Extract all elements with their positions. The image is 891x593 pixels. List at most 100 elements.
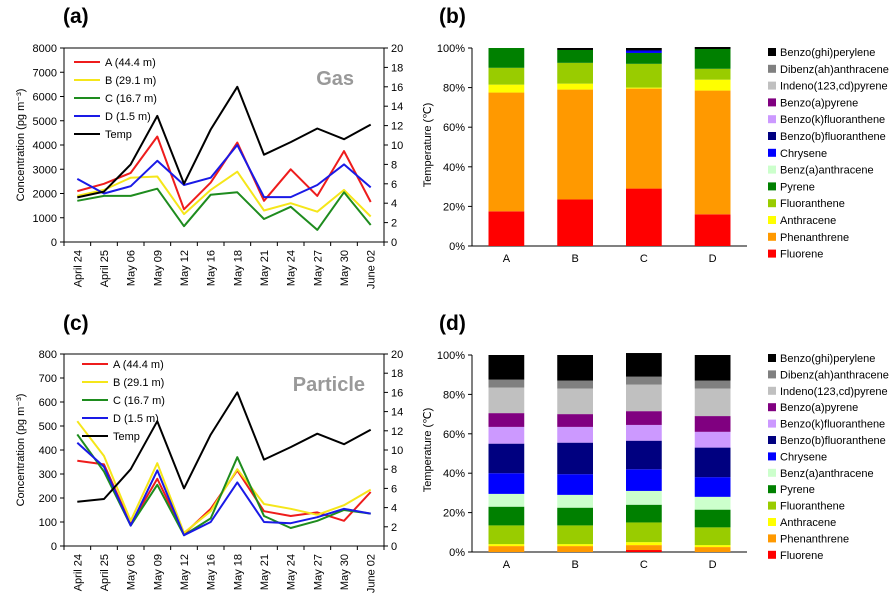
x-tick-label: May 24 [286,250,298,286]
bar-segment [694,447,731,478]
legend-swatch [768,436,776,444]
bar-segment [557,62,593,84]
y2-tick-label: 20 [391,349,403,361]
chart-annotation: Particle [293,374,365,396]
y-tick-label: 800 [39,349,57,361]
x-tick-label: June 02 [366,554,378,593]
legend-label: Benzo(b)fluoranthene [780,131,886,143]
bar-segment [557,48,593,50]
x-tick-label: B [571,253,578,265]
y2-tick-label: 2 [391,218,397,230]
series-line-4 [76,144,372,199]
bar-segment [557,525,593,545]
x-tick-label: May 18 [232,554,244,590]
bar-segment [626,188,662,246]
y2-tick-label: 0 [391,541,397,553]
panel-label: (c) [63,312,89,335]
legend-swatch [768,534,776,543]
y-tick-label: 80% [443,83,465,95]
x-tick-label: May 21 [259,250,271,286]
x-tick-label: May 09 [152,554,164,590]
y2-tick-label: 2 [391,522,397,534]
panel-a: (a) 0 1000 2000 3000 4000 5000 6000 7000 8000 0 2 4 6… [15,5,434,289]
legend-label: Benz(a)anthracene [780,165,874,177]
bar-segment [488,48,525,68]
bar-segment [694,47,731,49]
y2-tick-label: 10 [391,445,403,457]
series-line-5 [77,391,372,503]
legend-swatch [768,81,776,90]
y-tick-label: 700 [39,373,57,385]
bar-segment [488,84,525,93]
legend-label: Benzo(k)fluoranthene [780,114,885,126]
legend-swatch [768,485,776,494]
bar-segment [694,527,731,546]
bar-segment [488,67,525,85]
y2-tick-label: 6 [391,179,397,191]
bar-segment [626,440,662,470]
bar-segment [557,388,593,415]
y-tick-label: 0% [449,241,465,253]
bar-segment [488,443,525,474]
legend-swatch [768,550,776,559]
bar-segment [626,469,662,491]
y-tick-label: 0% [449,547,465,559]
bar-segment [626,522,662,543]
bar-segment [694,547,731,552]
legend-swatch [768,98,776,107]
y2-tick-label: 16 [391,387,403,399]
y-tick-label: 100% [437,350,465,362]
legend-label: Temp [105,129,132,141]
x-tick-label: May 21 [259,554,271,590]
legend-label: Indeno(123,cd)pyrene [780,81,888,93]
y-axis-title: Concentration (pg m⁻³) [15,394,27,507]
y-tick-label: 100 [39,517,57,529]
x-tick-label: C [640,559,648,571]
bar-segment [626,87,662,89]
bar-segment [626,50,662,53]
y2-axis-title: Temperature (℃) [422,103,434,188]
legend-label: Anthracene [780,517,836,529]
bar-segment [488,413,525,427]
x-tick-label: May 24 [286,554,298,590]
bar-segment [488,92,525,212]
y-tick-label: 200 [39,493,57,505]
bar-segment [694,545,731,548]
x-tick-label: April 24 [72,250,84,287]
bar-segment [557,83,593,90]
x-tick-label: May 27 [312,250,324,286]
x-tick-label: May 12 [179,554,191,590]
bar-segment [488,211,525,246]
series-line-2 [77,170,372,218]
series-line-3 [76,433,371,537]
bar-segment [488,473,525,494]
bar-segment [626,52,662,64]
x-tick-label: May 16 [206,250,218,286]
y2-tick-label: 8 [391,464,397,476]
bar-segment [557,414,593,427]
bar-segment [694,355,731,381]
panel-b: (b) 0% 20% 40% 60% 80% 100% A B C D Benzo(ghi)peryl… [437,5,889,265]
bar-segment [557,544,593,547]
bar-segment [626,550,662,552]
bar-segment [557,49,593,63]
legend-swatch [768,232,776,241]
legend-label: Fluoranthene [780,501,845,513]
x-tick-label: June 02 [366,250,378,289]
y2-tick-label: 4 [391,503,397,515]
panel-label: (b) [439,5,466,28]
legend-label: Anthracene [780,215,836,227]
y2-tick-label: 14 [391,407,403,419]
x-tick-label: B [571,559,578,571]
bar-segment [626,49,662,51]
x-tick-label: D [709,253,717,265]
y-tick-label: 40% [443,162,465,174]
bar-segment [557,89,593,200]
legend-label: Dibenz(ah)anthracene [780,64,889,76]
bar-segment [694,509,731,528]
legend-label: Fluorene [780,550,823,562]
legend-swatch [768,199,776,208]
legend-swatch [768,64,776,73]
y2-tick-label: 6 [391,483,397,495]
bar-segment [694,477,731,497]
